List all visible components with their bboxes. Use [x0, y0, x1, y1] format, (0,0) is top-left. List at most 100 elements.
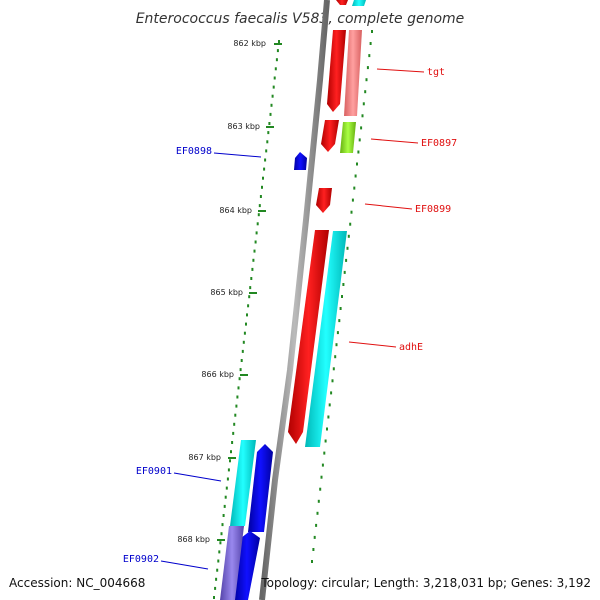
- ruler-dot: [250, 277, 253, 280]
- track-dot: [351, 198, 354, 202]
- cog-track-reverse: [220, 440, 256, 600]
- label-leader: [213, 152, 262, 158]
- ruler-dot: [257, 213, 260, 217]
- gene-label-ef0898[interactable]: EF0898: [176, 146, 212, 157]
- ruler-dot: [259, 195, 262, 198]
- ruler-dot: [256, 222, 259, 226]
- track-dot: [368, 54, 371, 58]
- ruler-dot: [245, 322, 247, 326]
- ruler-dot: [243, 331, 246, 335]
- outer-dot-track: [311, 30, 373, 563]
- ruler-dot: [233, 422, 236, 426]
- track-dot: [319, 487, 322, 491]
- ruler-dot: [273, 76, 276, 80]
- label-leader: [364, 203, 413, 210]
- tick-label-866: 866 kbp: [201, 370, 234, 379]
- track-dot: [354, 174, 357, 178]
- track-dot: [313, 535, 316, 539]
- cog-feature-cyan[interactable]: [230, 440, 256, 526]
- ruler-dot: [222, 514, 225, 517]
- track-dot: [339, 307, 342, 310]
- cog-feature-pink[interactable]: [344, 30, 362, 116]
- kbp-ruler: [213, 40, 280, 599]
- ruler-dot: [239, 368, 242, 372]
- track-dot: [328, 403, 331, 407]
- track-dot: [326, 427, 328, 431]
- ruler-dot: [225, 486, 228, 490]
- ruler-dot: [258, 204, 261, 208]
- ruler-dot: [230, 450, 232, 454]
- gene-label-ef0901[interactable]: EF0901: [136, 466, 172, 477]
- cog-feature-green[interactable]: [340, 122, 356, 153]
- ruler-dot: [255, 231, 258, 235]
- track-dot: [317, 499, 320, 503]
- track-dot: [357, 150, 360, 154]
- track-dot: [350, 210, 353, 214]
- ruler-dot: [271, 94, 274, 98]
- track-dot: [353, 186, 356, 190]
- ruler-dot: [242, 340, 245, 344]
- ruler-dot: [252, 258, 255, 262]
- track-dot: [342, 283, 345, 286]
- ruler-dot: [219, 541, 222, 545]
- gene-labels-forward: tgt EF0897 EF0899 adhE: [348, 67, 457, 353]
- ruler-dot: [216, 568, 219, 572]
- ruler-dot: [266, 140, 269, 144]
- tick-label-863: 863 kbp: [227, 122, 260, 131]
- cds-feature-ef0898[interactable]: [294, 152, 307, 170]
- track-dot: [315, 523, 318, 527]
- track-dot: [361, 114, 364, 118]
- tick-label-865: 865 kbp: [210, 288, 243, 297]
- track-dot: [360, 126, 363, 130]
- track-dot: [335, 343, 338, 347]
- gene-label-tgt[interactable]: tgt: [427, 67, 445, 78]
- track-dot: [324, 439, 327, 443]
- track-dot: [346, 246, 349, 250]
- ruler-dot: [251, 267, 254, 271]
- track-dot: [365, 78, 368, 82]
- ruler-dot: [262, 176, 264, 180]
- gene-label-ef0897[interactable]: EF0897: [421, 138, 457, 149]
- genome-backbone: [259, 0, 330, 600]
- track-dot: [336, 331, 339, 335]
- tick-label-868: 868 kbp: [177, 535, 210, 544]
- accession-text: Accession: NC_004668: [9, 576, 145, 590]
- ruler-dot: [232, 431, 235, 435]
- ruler-dot: [218, 550, 221, 554]
- gene-label-ef0902[interactable]: EF0902: [123, 554, 159, 565]
- gene-labels-reverse: EF0898 EF0901 EF0902: [123, 146, 262, 570]
- ruler-dot: [217, 559, 220, 563]
- ruler-dot: [213, 596, 215, 599]
- track-dot: [332, 367, 335, 371]
- cds-feature-adhe[interactable]: [288, 230, 329, 444]
- tick-label-864: 864 kbp: [219, 206, 252, 215]
- gene-label-ef0899[interactable]: EF0899: [415, 204, 451, 215]
- track-dot: [331, 379, 334, 383]
- ruler-dot: [268, 122, 271, 125]
- ruler-dot: [264, 158, 267, 162]
- cds-feature-forward[interactable]: [336, 0, 348, 5]
- tick-label-867: 867 kbp: [188, 453, 221, 462]
- cog-feature-cyan[interactable]: [305, 231, 347, 447]
- cog-feature-purple[interactable]: [220, 526, 244, 600]
- ruler-dot: [276, 49, 279, 53]
- ruler-dot: [246, 313, 248, 317]
- cds-feature-ef0899[interactable]: [316, 188, 332, 213]
- label-leader: [348, 341, 397, 348]
- gene-label-adhe[interactable]: adhE: [399, 342, 423, 353]
- cog-track-forward: [305, 0, 366, 447]
- ruler-dot: [234, 413, 237, 417]
- cog-feature-cyan[interactable]: [352, 0, 366, 6]
- ruler-dot: [231, 441, 234, 444]
- cds-feature-ef0897[interactable]: [321, 120, 339, 152]
- cds-feature-tgt[interactable]: [327, 30, 346, 112]
- track-dot: [356, 162, 358, 166]
- track-dot: [338, 319, 341, 323]
- ruler-dot: [275, 58, 278, 62]
- track-dot: [364, 90, 367, 94]
- cds-feature-ef0901[interactable]: [248, 444, 273, 532]
- ruler-dot: [214, 586, 217, 590]
- ruler-dot: [229, 459, 231, 463]
- ruler-dot: [270, 103, 273, 107]
- ruler-dot: [254, 240, 257, 244]
